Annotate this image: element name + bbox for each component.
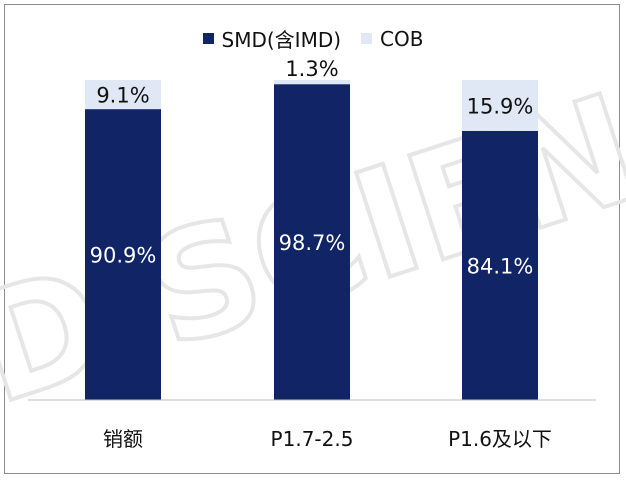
legend-item-smd: SMD(含IMD) (202, 24, 342, 53)
data-label-cob-1: 1.3% (285, 57, 338, 81)
bar-cob-0 (85, 80, 161, 110)
data-label-smd-1: 98.7% (279, 231, 346, 255)
legend-swatch-cob (361, 33, 373, 44)
legend-label-cob: COB (380, 26, 424, 51)
bar-cob-2 (462, 80, 538, 131)
bar-smd-0 (85, 109, 161, 401)
legend-swatch-smd (202, 33, 214, 44)
bar-cob-1 (274, 80, 350, 85)
x-tick-label-0: 销额 (103, 427, 143, 451)
legend-label-smd: SMD(含IMD) (221, 28, 342, 52)
data-label-smd-2: 84.1% (467, 254, 534, 278)
data-label-cob-0: 9.1% (96, 84, 149, 108)
legend-item-cob: COB (361, 27, 423, 51)
x-tick-label-1: P1.7-2.5 (271, 427, 354, 451)
legend: SMD(含IMD) COB (0, 24, 626, 53)
data-label-smd-0: 90.9% (90, 244, 157, 268)
x-tick-label-2: P1.6及以下 (448, 427, 552, 451)
bar-smd-1 (274, 84, 350, 400)
bar-smd-2 (462, 130, 538, 400)
data-label-cob-2: 15.9% (467, 94, 534, 118)
